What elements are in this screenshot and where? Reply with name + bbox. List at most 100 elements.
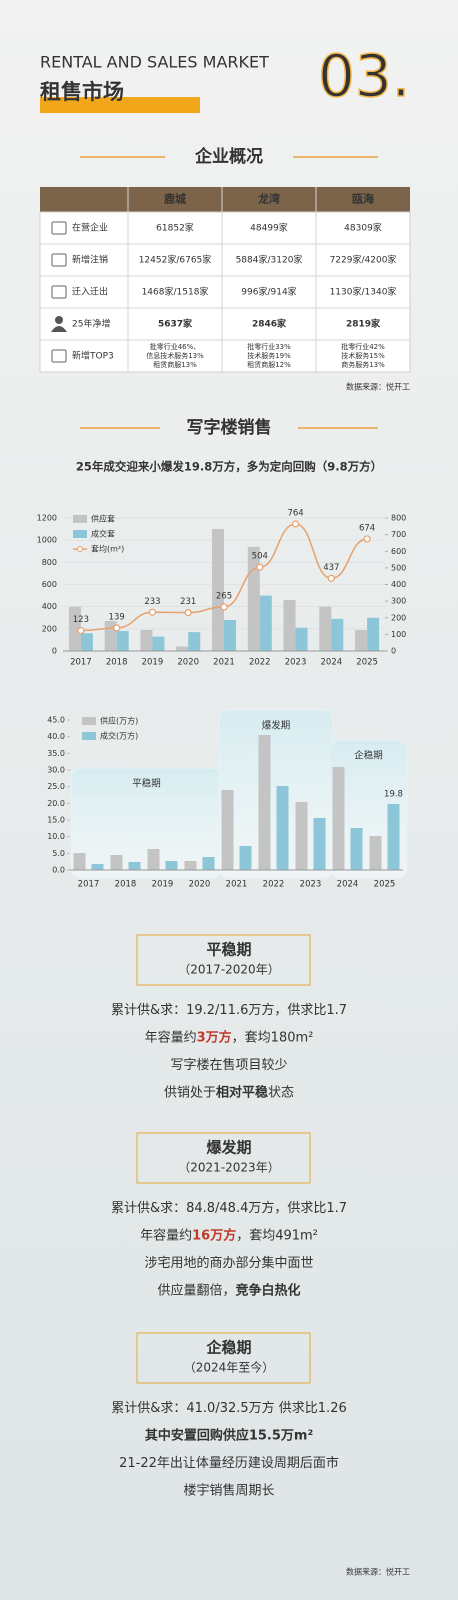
y-tick-label: 1000 bbox=[37, 536, 57, 545]
icon bbox=[51, 253, 67, 267]
icon bbox=[51, 326, 67, 332]
y-tick-label: 40.0 bbox=[47, 732, 65, 741]
data-label: 504 bbox=[252, 552, 268, 562]
legend-label: 成交套 bbox=[91, 529, 115, 539]
x-tick-label: 2018 bbox=[106, 658, 128, 668]
phase-line: 楼宇销售周期长 bbox=[183, 1482, 274, 1498]
cell: 技术服务15% bbox=[341, 351, 385, 360]
phase-title: 平稳期 bbox=[206, 941, 251, 959]
text-segment: 累计供&求：41.0/32.5万方 供求比1.26 bbox=[111, 1400, 347, 1416]
line-point bbox=[113, 624, 121, 632]
bar bbox=[110, 855, 123, 870]
cell: 租赁商服13% bbox=[153, 360, 197, 369]
section-title: 企业概况 bbox=[194, 146, 263, 167]
bar bbox=[259, 595, 272, 651]
column-header: 鹿城 bbox=[164, 192, 186, 206]
data-label: 674 bbox=[359, 523, 375, 533]
y-tick-label: 5.0 bbox=[52, 849, 65, 858]
cell: 61852家 bbox=[156, 222, 194, 234]
icon bbox=[51, 349, 67, 363]
data-label: 233 bbox=[144, 597, 160, 607]
bar bbox=[332, 767, 345, 870]
cell: 商务服务13% bbox=[341, 360, 385, 369]
cell: 信息技术服务13% bbox=[146, 351, 204, 360]
cell: 批零行业33% bbox=[247, 342, 291, 351]
x-tick-label: 2025 bbox=[356, 658, 378, 668]
phase-label: 企稳期 bbox=[354, 750, 383, 762]
y-tick-label: 600 bbox=[42, 580, 57, 589]
line-point bbox=[148, 608, 157, 616]
x-tick-label: 2024 bbox=[321, 658, 343, 668]
x-tick-label: 2024 bbox=[337, 880, 359, 890]
text-segment: 16万方 bbox=[192, 1227, 236, 1243]
y-tick-label: 400 bbox=[42, 602, 57, 611]
bar bbox=[116, 631, 129, 651]
y2-tick-label: 600 bbox=[391, 547, 406, 556]
bar bbox=[313, 818, 326, 870]
phase-frame bbox=[136, 1332, 311, 1384]
y2-tick-label: 500 bbox=[391, 563, 406, 572]
bar bbox=[224, 619, 236, 651]
cell: 批零行业46%、 bbox=[150, 342, 201, 351]
phase-line: 累计供&求：41.0/32.5万方 供求比1.26 bbox=[111, 1400, 347, 1416]
line-point bbox=[184, 608, 192, 617]
data-label: 19.8 bbox=[384, 790, 403, 800]
cell: 技术服务19% bbox=[247, 351, 291, 360]
icon bbox=[51, 221, 67, 235]
y2-tick-label: 800 bbox=[391, 514, 406, 523]
cell: 48309家 bbox=[344, 222, 382, 234]
cell: 5637家 bbox=[158, 318, 193, 330]
bar bbox=[184, 861, 197, 870]
phase-title: 企稳期 bbox=[205, 1339, 251, 1357]
cell: 租赁商服12% bbox=[247, 360, 291, 369]
bar bbox=[350, 828, 363, 870]
row-label: 25年净增 bbox=[72, 318, 110, 330]
bar bbox=[276, 786, 289, 870]
row-label: 新增TOP3 bbox=[72, 350, 114, 362]
text-segment: ，套均491m² bbox=[236, 1227, 318, 1243]
line bbox=[80, 523, 368, 632]
phase-line: 年容量约3万方，套均180m² bbox=[145, 1029, 314, 1045]
phase-line: 供销处于相对平稳状态 bbox=[164, 1084, 294, 1100]
bar bbox=[331, 618, 344, 651]
bar bbox=[188, 632, 201, 651]
text-segment: 供应量翻倍， bbox=[157, 1282, 235, 1298]
title-bar bbox=[40, 97, 200, 113]
source: 数据来源：悦开工 bbox=[346, 382, 410, 392]
cell: 2846家 bbox=[252, 318, 287, 330]
row-label: 在营企业 bbox=[72, 222, 108, 234]
icon bbox=[55, 316, 63, 324]
legend-swatch bbox=[82, 717, 96, 725]
data-label: 231 bbox=[180, 597, 196, 607]
bar bbox=[212, 529, 224, 651]
phase-line: 累计供&求：84.8/48.4万方，供求比1.7 bbox=[111, 1200, 347, 1216]
cell: 996家/914家 bbox=[241, 286, 296, 298]
legend-label: 成交(万方) bbox=[100, 731, 138, 741]
bar bbox=[367, 617, 380, 651]
legend-swatch bbox=[73, 530, 87, 538]
line-point bbox=[363, 535, 371, 543]
y-tick-label: 15.0 bbox=[47, 816, 65, 825]
phase-frame bbox=[136, 934, 311, 986]
text-segment: 累计供&求：84.8/48.4万方，供求比1.7 bbox=[111, 1200, 347, 1216]
phase-line: 供应量翻倍，竞争白热化 bbox=[157, 1282, 300, 1298]
line-point bbox=[77, 626, 85, 635]
title-en: RENTAL AND SALES MARKET bbox=[40, 53, 269, 72]
y-tick-label: 0.0 bbox=[52, 866, 65, 875]
y-tick-label: 30.0 bbox=[47, 766, 65, 775]
row-label: 迁入迁出 bbox=[72, 286, 108, 298]
data-label: 123 bbox=[73, 615, 89, 625]
bar bbox=[202, 857, 215, 870]
data-label: 139 bbox=[109, 612, 125, 622]
y2-tick-label: 300 bbox=[391, 597, 406, 606]
x-tick-label: 2017 bbox=[78, 880, 100, 890]
line-point bbox=[256, 563, 264, 571]
x-tick-label: 2018 bbox=[115, 880, 137, 890]
y-tick-label: 35.0 bbox=[47, 749, 65, 758]
phase-line: 21-22年出让体量经历建设周期后面市 bbox=[119, 1455, 339, 1471]
phase-title: 爆发期 bbox=[206, 1139, 251, 1157]
phase-label: 平稳期 bbox=[132, 778, 161, 790]
cell: 48499家 bbox=[250, 222, 288, 234]
y-tick-label: 0 bbox=[52, 647, 57, 656]
